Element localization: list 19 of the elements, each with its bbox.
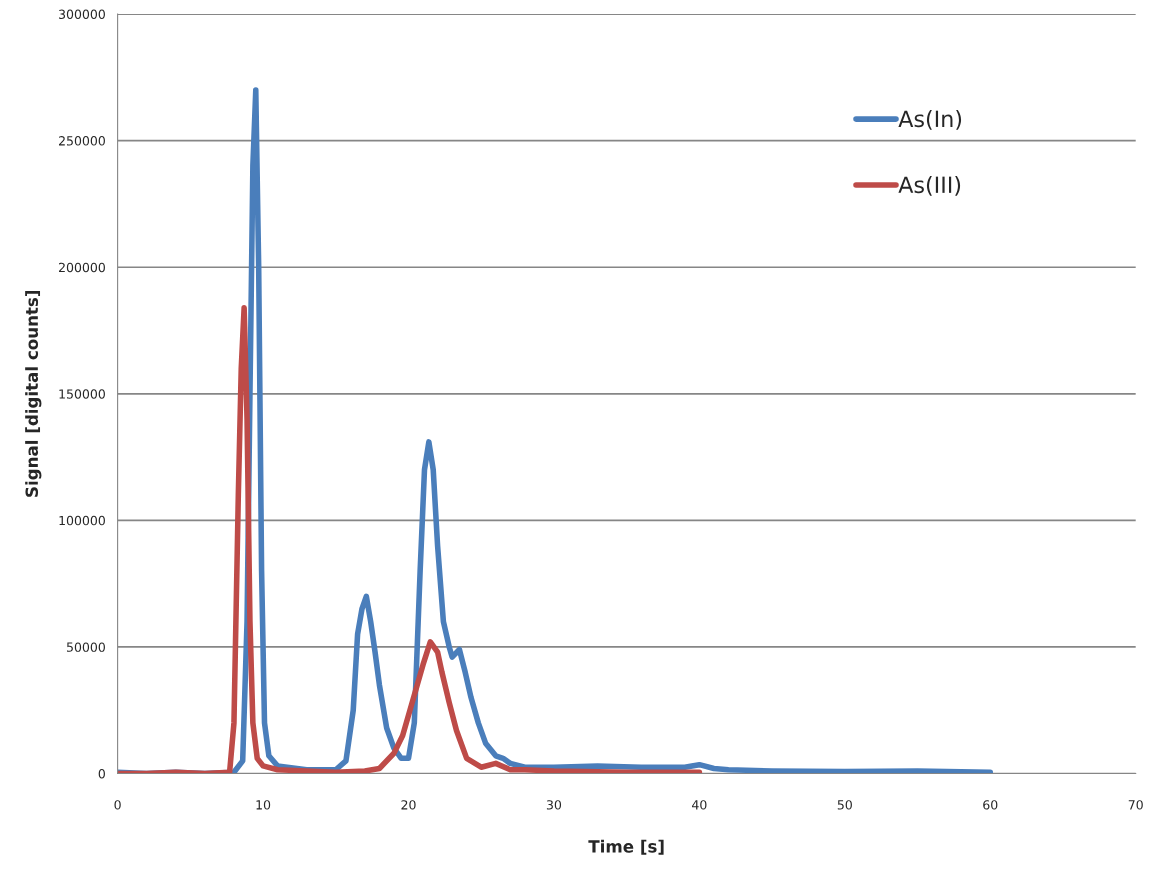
x-axis-title: Time [s] bbox=[588, 839, 664, 855]
y-tick-label: 250000 bbox=[59, 136, 105, 146]
legend-label: As(III) bbox=[898, 175, 961, 196]
y-tick-label: 50000 bbox=[67, 642, 105, 652]
x-tick-label: 20 bbox=[401, 800, 416, 810]
x-tick-label: 30 bbox=[546, 800, 562, 810]
x-tick-label: 40 bbox=[692, 800, 707, 810]
y-tick-label: 300000 bbox=[59, 9, 105, 19]
x-tick-label: 10 bbox=[256, 800, 271, 810]
x-tick-label: 70 bbox=[1128, 800, 1143, 810]
legend-label: As(In) bbox=[898, 110, 962, 130]
y-tick-label: 100000 bbox=[59, 515, 105, 526]
x-tick-label: 60 bbox=[983, 800, 998, 810]
y-axis-title: Signal [digital counts] bbox=[25, 290, 42, 497]
x-tick-label: 0 bbox=[114, 800, 121, 810]
y-tick-label: 0 bbox=[98, 768, 105, 779]
y-tick-label: 200000 bbox=[59, 262, 105, 273]
x-tick-label: 50 bbox=[837, 800, 852, 810]
y-tick-label: 150000 bbox=[59, 389, 105, 399]
